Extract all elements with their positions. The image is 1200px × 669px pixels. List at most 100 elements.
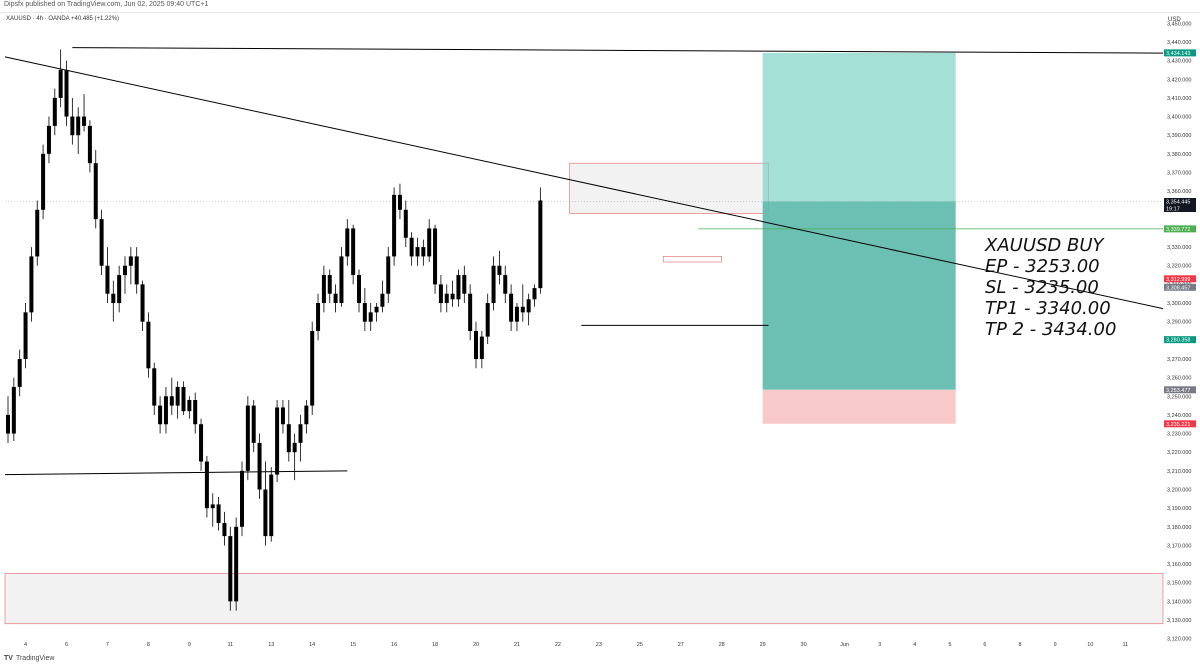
candle-body [526, 299, 531, 313]
descending-trendline [4, 56, 1164, 310]
candle [204, 455, 209, 518]
price-tick-label: 3,240.000 [1167, 413, 1191, 419]
candle-body [41, 153, 46, 210]
candle [362, 288, 367, 331]
time-tick-label: 10 [1087, 642, 1093, 648]
candle [339, 247, 344, 307]
candle-body [263, 489, 268, 537]
candle-body [368, 312, 373, 322]
candle-body [29, 256, 34, 313]
candle [374, 303, 379, 322]
candle [380, 280, 385, 313]
time-tick-label: 4 [24, 642, 27, 648]
candle-body [93, 163, 98, 220]
candle [11, 377, 16, 442]
candle [240, 461, 244, 537]
candle-body [462, 275, 467, 294]
candle [128, 247, 133, 285]
candle-body [491, 265, 496, 304]
candle-body [210, 504, 215, 509]
time-tick-label: 22 [555, 642, 561, 648]
candle [23, 303, 28, 369]
time-tick-label: 23 [596, 642, 602, 648]
time-tick-label: 28 [719, 642, 725, 648]
candle [409, 232, 414, 266]
candle-body [409, 237, 414, 257]
candle-body [158, 405, 163, 425]
candle [76, 107, 81, 154]
candle-body [146, 321, 151, 369]
candle [345, 219, 350, 266]
candle [82, 94, 87, 132]
candle [286, 399, 291, 462]
candle-body [163, 396, 168, 425]
price-tick-label: 3,450.000 [1167, 21, 1191, 27]
candle-body [392, 194, 397, 257]
time-tick-label: 25 [637, 642, 643, 648]
candle-body [362, 303, 367, 322]
candle [64, 60, 69, 126]
candle-body [228, 536, 233, 602]
candle-body [111, 293, 116, 304]
candle-body [187, 399, 192, 412]
trade-annotation-line: TP 2 - 3434.00 [985, 319, 1116, 340]
candle-body [509, 293, 514, 322]
candle [397, 183, 402, 220]
price-tick-label: 3,390.000 [1167, 133, 1191, 139]
candle-body [292, 442, 297, 453]
time-tick-label: 27 [678, 642, 684, 648]
candle-body [304, 405, 309, 425]
candle [538, 187, 543, 294]
trade-annotation-line: EP - 3253.00 [985, 256, 1100, 277]
candle [497, 250, 502, 285]
candle-body [485, 303, 490, 337]
candle-body [99, 219, 104, 266]
candle [462, 265, 467, 304]
price-tick-label: 3,130.000 [1167, 618, 1191, 624]
price-tick-label: 3,410.000 [1167, 96, 1191, 102]
price-tag-label: 3,253.477 [1166, 388, 1190, 394]
time-tick-label: 15 [350, 642, 356, 648]
supply-zone [569, 162, 769, 214]
candle-body [251, 405, 256, 443]
price-tick-label: 3,220.000 [1167, 450, 1191, 456]
price-tag-label: 3,354.445 [1166, 200, 1190, 206]
candle-body [421, 247, 426, 257]
time-tick-label: 8 [147, 642, 150, 648]
price-tick-label: 3,420.000 [1167, 77, 1191, 83]
candle [169, 377, 174, 415]
price-tick-label: 3,270.000 [1167, 357, 1191, 363]
top-resistance-line [72, 47, 1164, 54]
price-tick-label: 3,300.000 [1167, 301, 1191, 307]
candle-body [17, 358, 22, 387]
candle [310, 321, 315, 415]
candle [99, 209, 104, 276]
candle-body [357, 275, 361, 304]
candle-body [433, 228, 438, 285]
candle [210, 493, 215, 527]
candle [29, 247, 34, 322]
candle-body [298, 424, 303, 443]
candle-body [105, 265, 110, 294]
candle [257, 433, 262, 499]
publisher-bar: Dipsfx published on TradingView.com, Jun… [0, 0, 1200, 13]
candle-body [380, 293, 385, 307]
candle-body [169, 396, 174, 406]
candle [456, 269, 461, 307]
tradingview-footer: TV TradingView [4, 655, 54, 662]
candle [6, 396, 10, 443]
candle [251, 399, 256, 453]
candle [87, 120, 92, 173]
candle-body [286, 424, 291, 453]
stop-zone [762, 389, 956, 424]
candle [193, 392, 198, 434]
candle [532, 284, 537, 307]
candle [433, 224, 438, 294]
candle-body [76, 116, 81, 136]
candle [46, 116, 51, 164]
candle-body [532, 288, 537, 300]
candle-body [140, 284, 145, 322]
candle-body [193, 399, 198, 425]
price-tick-label: 3,210.000 [1167, 469, 1191, 475]
